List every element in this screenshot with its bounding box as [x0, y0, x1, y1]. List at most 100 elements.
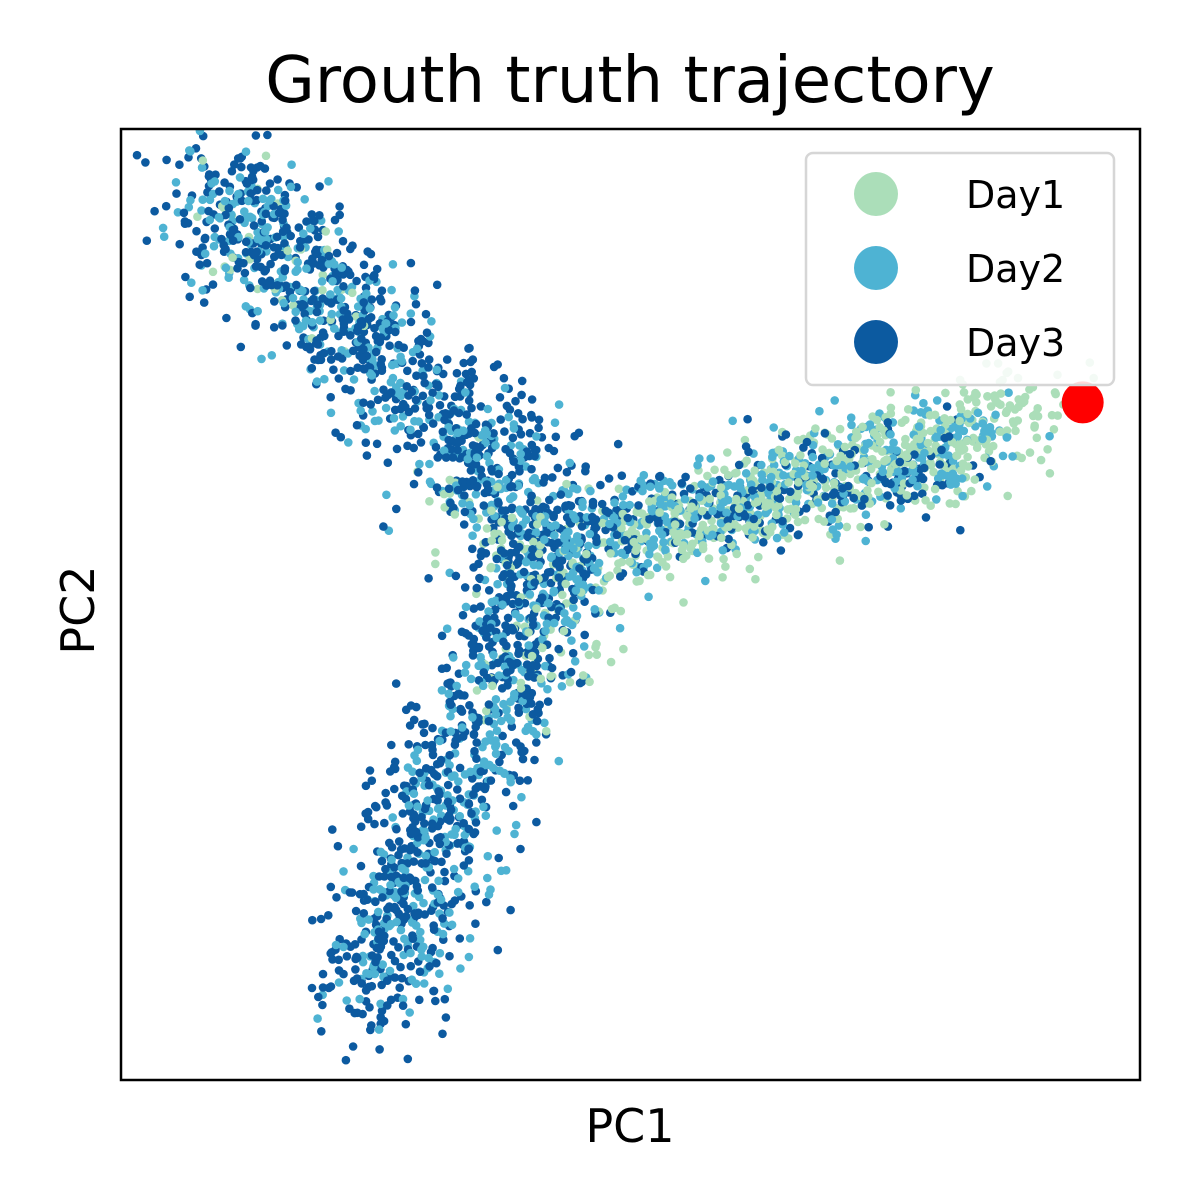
- scatter-point-day3: [457, 627, 467, 637]
- scatter-point-day3: [324, 911, 333, 920]
- scatter-point-day2: [477, 659, 486, 669]
- scatter-point-day3: [562, 467, 572, 477]
- scatter-point-day2: [417, 952, 427, 961]
- scatter-point-day1: [591, 642, 600, 652]
- scatter-point-day3: [219, 240, 228, 250]
- scatter-point-day3: [420, 910, 430, 919]
- scatter-point-day1: [837, 471, 847, 480]
- scatter-point-day2: [554, 400, 564, 409]
- scatter-point-day2: [488, 763, 498, 773]
- scatter-point-day3: [273, 175, 282, 184]
- scatter-point-day2: [382, 490, 391, 500]
- scatter-point-day3: [351, 965, 360, 974]
- scatter-point-day3: [370, 323, 379, 333]
- scatter-point-day3: [431, 442, 441, 452]
- scatter-point-day1: [253, 284, 262, 294]
- scatter-point-day3: [315, 211, 324, 220]
- scatter-point-day1: [645, 497, 654, 506]
- scatter-point-day2: [560, 609, 569, 618]
- scatter-point-day1: [858, 422, 867, 432]
- scatter-point-day3: [318, 328, 328, 337]
- scatter-point-day3: [517, 390, 526, 400]
- scatter-point-day1: [771, 503, 780, 512]
- scatter-point-day3: [397, 973, 407, 983]
- scatter-point-day3: [228, 236, 238, 245]
- scatter-point-day1: [780, 457, 790, 467]
- scatter-point-day3: [456, 381, 465, 391]
- scatter-point-day3: [445, 750, 455, 760]
- scatter-point-day3: [345, 1004, 354, 1013]
- scatter-point-day2: [187, 278, 196, 288]
- scatter-point-day2: [808, 463, 817, 473]
- scatter-point-day1: [784, 478, 793, 487]
- scatter-point-day2: [171, 178, 181, 187]
- scatter-point-day2: [517, 665, 527, 675]
- scatter-point-day3: [507, 531, 516, 540]
- scatter-point-day2: [449, 864, 459, 874]
- scatter-point-day1: [875, 423, 885, 432]
- scatter-point-day2: [410, 751, 419, 760]
- scatter-point-day1: [945, 499, 955, 508]
- scatter-point-day3: [356, 861, 366, 871]
- scatter-point-day3: [534, 415, 544, 425]
- scatter-point-day3: [896, 496, 906, 505]
- scatter-point-day3: [263, 130, 272, 140]
- scatter-point-day2: [419, 979, 429, 988]
- scatter-point-day3: [613, 439, 623, 449]
- scatter-point-day3: [464, 856, 474, 865]
- scatter-point-day1: [732, 549, 741, 559]
- scatter-point-day2: [540, 661, 550, 671]
- scatter-point-day1: [835, 424, 845, 434]
- scatter-point-day2: [521, 557, 531, 567]
- scatter-point-day2: [498, 600, 507, 609]
- scatter-point-day1: [800, 515, 810, 525]
- scatter-point-day1: [261, 151, 271, 161]
- scatter-point-day3: [441, 409, 450, 418]
- scatter-point-day2: [455, 811, 465, 821]
- scatter-point-day3: [411, 395, 421, 405]
- scatter-point-day3: [348, 346, 358, 356]
- scatter-point-day2: [265, 196, 274, 205]
- scatter-point-day2: [550, 531, 559, 540]
- scatter-point-day2: [546, 553, 556, 563]
- scatter-point-day3: [864, 522, 873, 532]
- scatter-point-day3: [443, 797, 453, 807]
- scatter-point-day2: [481, 811, 491, 820]
- scatter-point-day1: [683, 511, 692, 521]
- scatter-point-day1: [487, 536, 497, 545]
- scatter-point-day3: [424, 780, 434, 790]
- plot-frame: [119, 127, 1142, 1082]
- scatter-point-day3: [476, 767, 486, 776]
- scatter-point-day2: [491, 710, 501, 719]
- scatter-point-day1: [599, 538, 609, 547]
- scatter-point-day1: [866, 464, 876, 474]
- scatter-point-day1: [431, 559, 440, 569]
- scatter-point-day1: [730, 469, 740, 478]
- scatter-point-day2: [434, 803, 444, 813]
- scatter-point-day3: [326, 355, 336, 364]
- scatter-point-day3: [366, 1025, 375, 1035]
- scatter-point-day3: [507, 623, 516, 633]
- scatter-point-day3: [416, 438, 426, 447]
- scatter-point-day3: [383, 458, 393, 468]
- scatter-point-day2: [605, 519, 614, 529]
- scatter-point-day2: [932, 396, 942, 405]
- scatter-point-day3: [552, 559, 561, 568]
- scatter-point-day3: [172, 189, 181, 198]
- scatter-point-day3: [326, 392, 336, 402]
- scatter-point-day2: [465, 934, 475, 943]
- scatter-point-day2: [420, 875, 430, 885]
- scatter-point-day2: [578, 580, 588, 590]
- scatter-point-day3: [237, 196, 247, 206]
- scatter-point-day3: [453, 838, 463, 848]
- scatter-point-day3: [479, 501, 489, 510]
- scatter-point-day2: [619, 500, 628, 510]
- scatter-point-day3: [403, 366, 412, 376]
- scatter-point-day2: [491, 441, 500, 450]
- scatter-point-day2: [570, 657, 580, 666]
- scatter-point-day3: [351, 906, 361, 916]
- scatter-point-day3: [383, 976, 392, 985]
- scatter-point-day3: [818, 474, 828, 484]
- scatter-point-day3: [528, 614, 537, 624]
- scatter-point-day2: [306, 224, 315, 233]
